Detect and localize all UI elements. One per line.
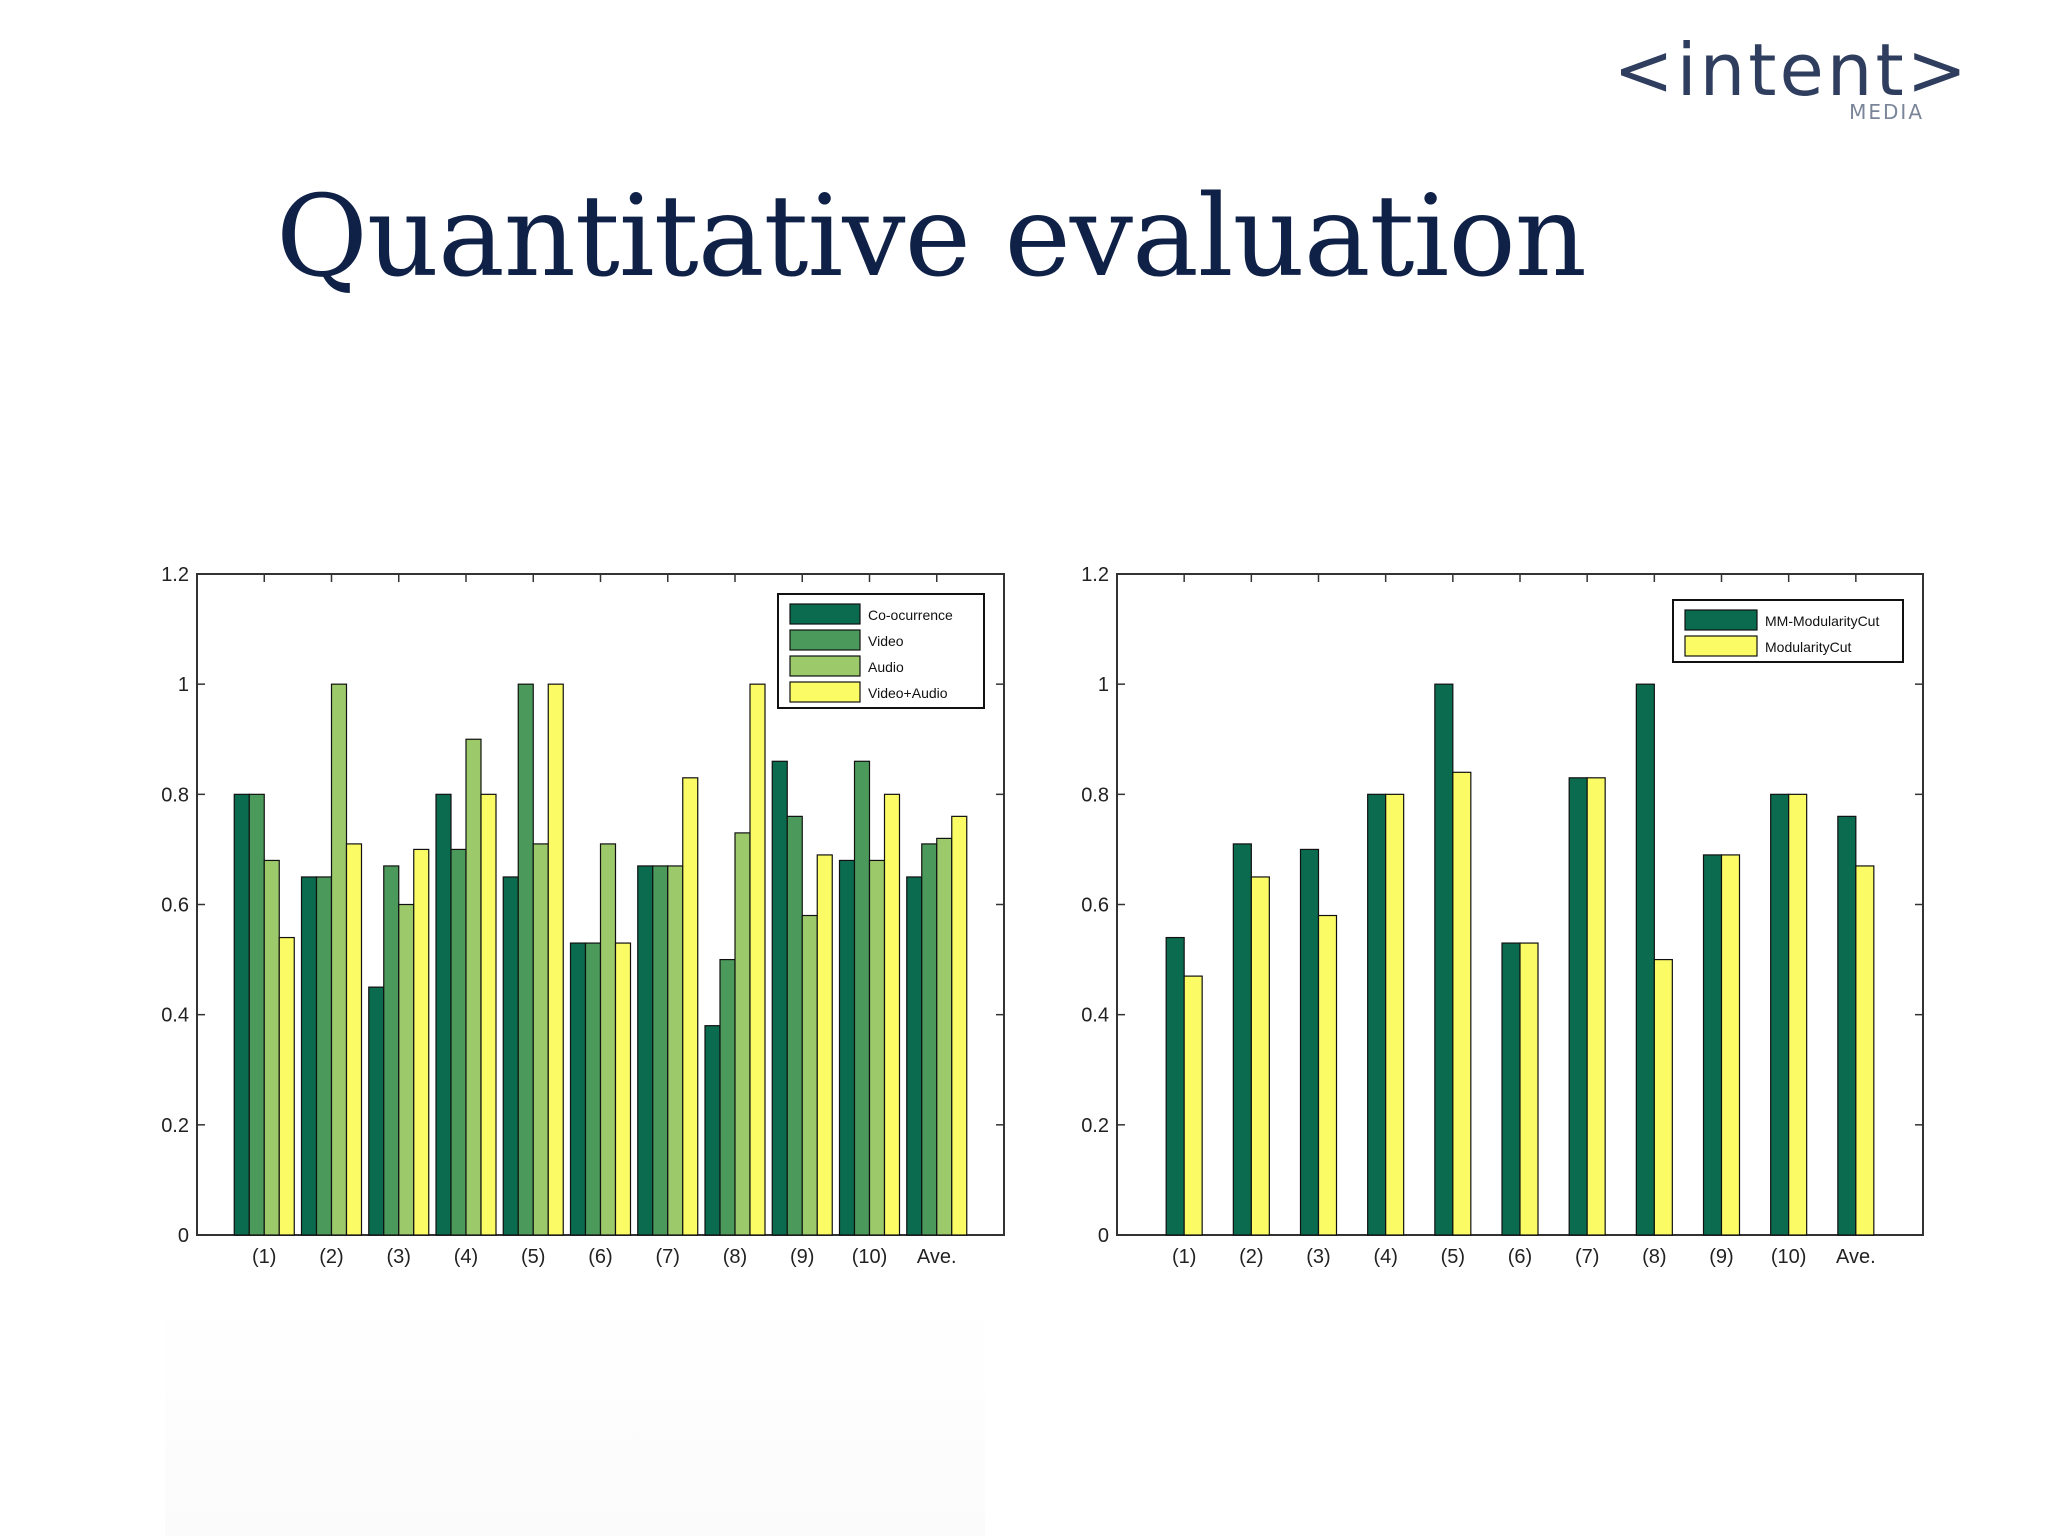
- bar-mm-modularitycut-8: [1635, 683, 1655, 1236]
- legend-label: Audio: [868, 659, 904, 675]
- bar-mm-modularitycut-1: [1165, 936, 1185, 1236]
- x-tick-label: Ave.: [917, 1246, 957, 1268]
- legend-swatch: [789, 681, 861, 703]
- x-tick-label: (5): [1441, 1246, 1465, 1268]
- bar-video-audio-7: [682, 777, 699, 1236]
- logo-subtitle: MEDIA: [1849, 100, 1924, 124]
- x-tick-label: (2): [319, 1246, 343, 1268]
- chart-modularity-comparison: 0 0.2 0.4 0.6 0.8 1 1.2 (1) (2) (3) (4) (5) (6) (7) (8…: [1081, 564, 1924, 1268]
- x-tick-label: (4): [454, 1246, 478, 1268]
- x-tick-label: (3): [1306, 1246, 1330, 1268]
- legend-swatch: [1684, 635, 1758, 657]
- bar-mm-modularitycut-9: [1702, 854, 1723, 1236]
- bar-modularitycut-4: [1385, 793, 1405, 1236]
- bar-modularitycut-3: [1317, 914, 1338, 1236]
- bar-mm-modularitycut-10: [1770, 793, 1790, 1236]
- legend-label: Video+Audio: [868, 685, 948, 701]
- x-tick-label: (9): [790, 1246, 814, 1268]
- slide-title: Quantitative evaluation: [276, 172, 1587, 302]
- legend-swatch: [789, 655, 861, 677]
- bar-mm-modularitycut-11: [1837, 815, 1857, 1236]
- legend-label: MM-ModularityCut: [1765, 613, 1879, 629]
- x-tick-label: (2): [1239, 1246, 1263, 1268]
- bar-video-audio-8: [749, 683, 766, 1236]
- background-panel: [165, 1300, 985, 1536]
- x-tick-label: (7): [1575, 1246, 1599, 1268]
- bar-modularitycut-8: [1653, 958, 1673, 1236]
- legend-swatch: [1684, 609, 1758, 631]
- legend-swatch: [789, 629, 861, 651]
- legend-label: ModularityCut: [1765, 639, 1851, 655]
- x-tick-label: (9): [1709, 1246, 1733, 1268]
- x-tick-label: (4): [1373, 1246, 1397, 1268]
- x-tick-label: (3): [387, 1246, 411, 1268]
- bar-video-audio-6: [614, 942, 632, 1236]
- x-tick-label: (6): [1508, 1246, 1532, 1268]
- y-tick-label: 0.6: [1081, 895, 1109, 917]
- bar-video-audio-10: [883, 793, 901, 1236]
- bar-mm-modularitycut-2: [1232, 843, 1252, 1236]
- bar-modularitycut-7: [1586, 777, 1606, 1236]
- x-tick-label: (8): [723, 1246, 747, 1268]
- bar-modularitycut-9: [1720, 854, 1741, 1236]
- bar-modularitycut-10: [1788, 793, 1808, 1236]
- x-tick-label: (10): [852, 1246, 888, 1268]
- x-tick-label: (1): [252, 1246, 276, 1268]
- x-tick-label: (1): [1172, 1246, 1196, 1268]
- legend-label: Co-ocurrence: [868, 607, 953, 623]
- y-tick-label: 1: [178, 674, 189, 696]
- bar-modularitycut-11: [1855, 865, 1875, 1236]
- bar-video-audio-3: [413, 848, 430, 1236]
- bar-mm-modularitycut-7: [1568, 777, 1588, 1236]
- y-tick-label: 0.8: [1081, 784, 1109, 806]
- bar-mm-modularitycut-4: [1367, 793, 1387, 1236]
- y-tick-label: 0.4: [161, 1005, 189, 1027]
- legend-swatch: [789, 603, 861, 625]
- y-tick-label: 0: [1098, 1225, 1109, 1247]
- x-tick-label: (5): [521, 1246, 545, 1268]
- bar-modularitycut-1: [1183, 975, 1203, 1236]
- y-tick-label: 0.6: [161, 895, 189, 917]
- y-tick-label: 0: [178, 1225, 189, 1247]
- bar-video-audio-2: [345, 843, 363, 1236]
- bar-video-audio-1: [278, 936, 295, 1236]
- logo-wordmark: <intent>: [1613, 28, 1970, 112]
- x-tick-label: (10): [1771, 1246, 1807, 1268]
- intent-media-logo: <intent> MEDIA: [1613, 30, 1970, 130]
- y-tick-label: 1.2: [161, 564, 189, 586]
- bar-modularitycut-5: [1452, 771, 1472, 1236]
- bar-video-audio-4: [480, 793, 497, 1236]
- x-tick-label: (6): [588, 1246, 612, 1268]
- x-tick-label: Ave.: [1836, 1246, 1876, 1268]
- y-tick-label: 0.2: [161, 1115, 189, 1137]
- bar-video-audio-11: [951, 815, 968, 1236]
- y-tick-label: 0.8: [161, 784, 189, 806]
- bar-modularitycut-2: [1250, 876, 1270, 1236]
- y-tick-label: 0.4: [1081, 1005, 1109, 1027]
- bar-video-audio-9: [816, 854, 833, 1236]
- bar-video-audio-5: [547, 683, 564, 1236]
- legend-label: Video: [868, 633, 904, 649]
- bar-modularitycut-6: [1519, 942, 1539, 1236]
- bar-mm-modularitycut-3: [1299, 848, 1320, 1236]
- bar-mm-modularitycut-6: [1501, 942, 1521, 1236]
- y-tick-label: 1.2: [1081, 564, 1109, 586]
- y-tick-label: 1: [1098, 674, 1109, 696]
- y-tick-label: 0.2: [1081, 1115, 1109, 1137]
- bar-mm-modularitycut-5: [1434, 683, 1454, 1236]
- x-tick-label: (7): [656, 1246, 680, 1268]
- x-tick-label: (8): [1642, 1246, 1666, 1268]
- chart-modality-comparison: 0 0.2 0.4 0.6 0.8 1 1.2 (1) (2) (3) (4) (5) (6) (7) (8…: [161, 564, 1005, 1268]
